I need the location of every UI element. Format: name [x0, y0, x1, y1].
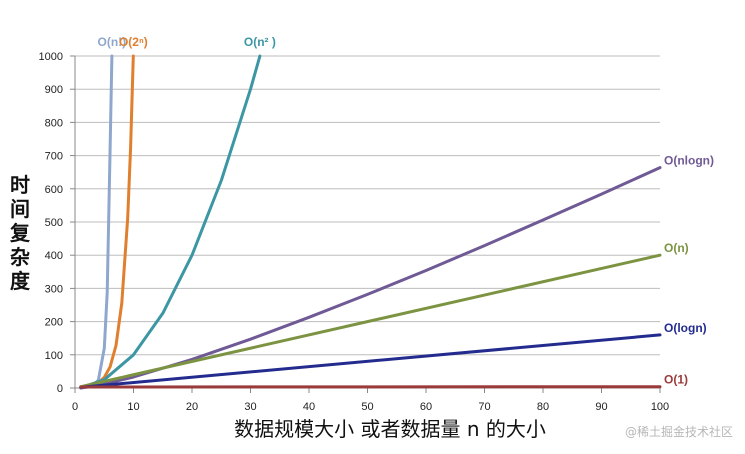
series-line-5: [79, 333, 662, 389]
x-tick-label: 30: [244, 401, 256, 413]
series-lines: [79, 54, 662, 390]
x-tick-label: 90: [595, 401, 607, 413]
y-tick-label: 400: [45, 250, 63, 262]
series-label-5: O(logn): [664, 321, 707, 335]
series-label-6: O(1): [664, 373, 688, 387]
series-line-4: [79, 253, 662, 389]
x-tick-label: 50: [361, 401, 373, 413]
series-label-0: O(n!): [98, 35, 127, 49]
series-line-2: [79, 54, 262, 390]
y-axis-label-char: 杂: [10, 245, 30, 269]
y-tick-label: 500: [45, 217, 63, 229]
series-labels: O(n!)O(2ⁿ) O(n² ) O(nlogn) O(n) O(logn) O(1): [98, 35, 714, 387]
y-tick-label: 0: [57, 383, 63, 395]
y-tick-label: 300: [45, 283, 63, 295]
series-label-2: O(n² ): [244, 35, 276, 49]
x-tick-label: 80: [537, 401, 549, 413]
series-label-3: O(nlogn): [664, 154, 714, 168]
x-tick-label: 20: [186, 401, 198, 413]
y-tick-label: 100: [45, 350, 63, 362]
y-tick-label: 200: [45, 317, 63, 329]
y-tick-label: 900: [45, 84, 63, 96]
y-tick-label: 700: [45, 151, 63, 163]
x-axis-label: 数据规模大小 或者数据量 n 的大小: [234, 417, 546, 441]
y-tick-labels: 0 100 200 300 400 500 600 700 800 900 1000: [39, 51, 63, 395]
x-tick-label: 0: [72, 401, 78, 413]
series-label-1: O(2ⁿ): [119, 35, 148, 49]
y-tick-label: 800: [45, 117, 63, 129]
series-line-3: [79, 166, 662, 390]
watermark: @稀土掘金技术社区: [625, 424, 733, 439]
y-tick-label: 600: [45, 184, 63, 196]
y-axis-label-char: 时: [10, 173, 30, 197]
y-axis-label-char: 度: [10, 269, 31, 293]
x-tick-label: 60: [420, 401, 432, 413]
x-tick-label: 100: [651, 401, 669, 413]
grid-lines: [75, 55, 660, 356]
x-tick-labels: 0 10 20 30 40 50 60 70 80 90 100: [72, 401, 669, 413]
x-tick-label: 40: [303, 401, 315, 413]
x-tick-label: 70: [478, 401, 490, 413]
x-tick-label: 10: [127, 401, 139, 413]
series-label-4: O(n): [664, 241, 689, 255]
y-tick-label: 1000: [39, 51, 63, 63]
y-axis-label-char: 间: [10, 197, 30, 221]
y-axis-label-char: 复: [9, 221, 31, 245]
